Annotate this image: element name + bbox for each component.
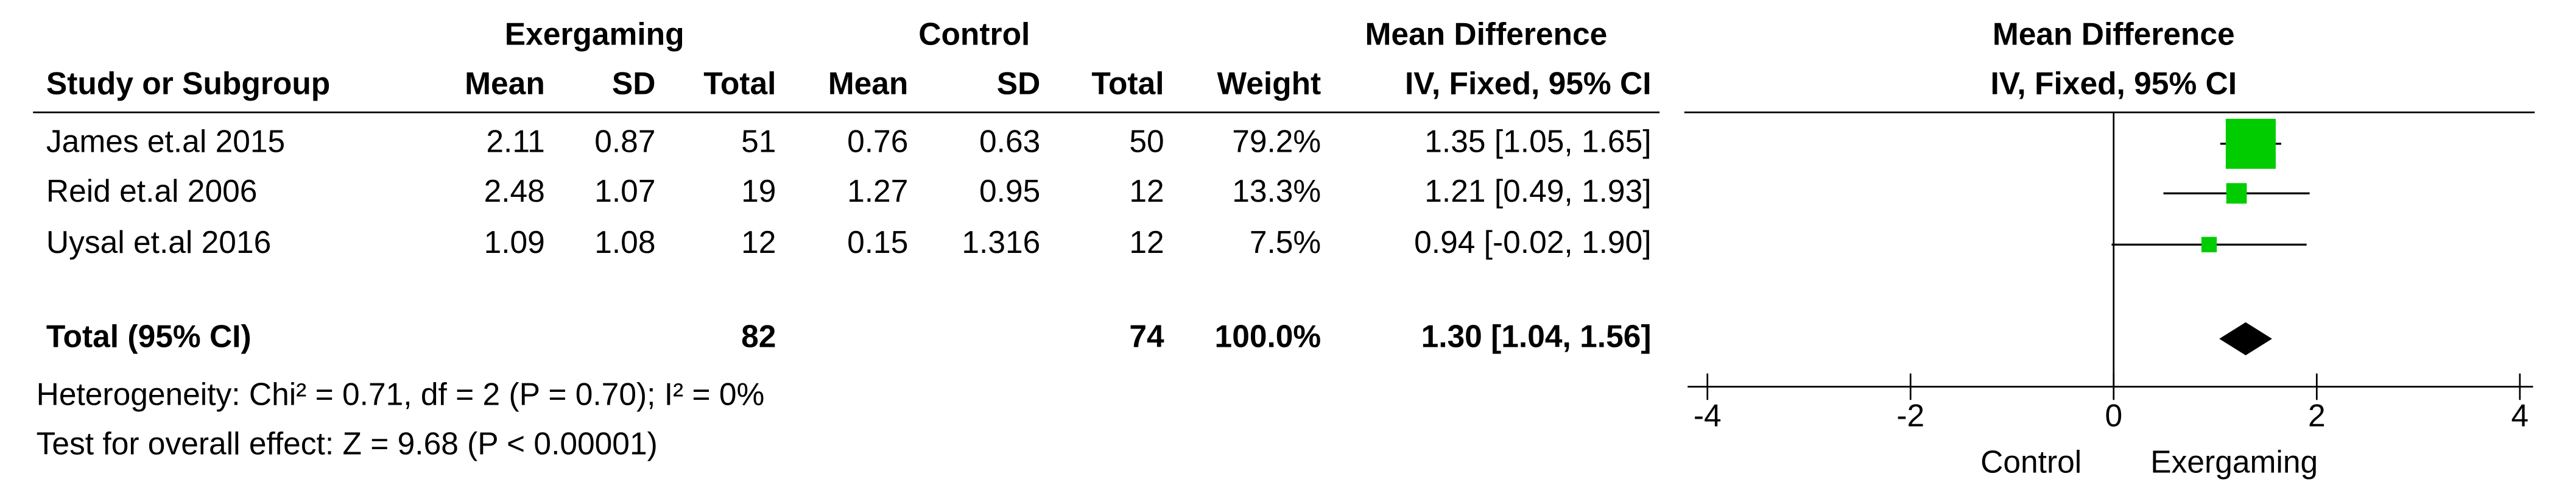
group-header: Mean Difference (1993, 16, 2235, 51)
cell: 12 (741, 224, 776, 260)
cell: 12 (1129, 173, 1164, 208)
cell: 2.11 (486, 124, 544, 159)
column-header: IV, Fixed, 95% CI (1405, 66, 1652, 101)
study-name: James et.al 2015 (46, 124, 285, 159)
cell: 0.87 (594, 124, 655, 159)
x-tick-label: -4 (1694, 398, 1722, 433)
column-header: Mean (828, 66, 909, 101)
cell: 0.94 [-0.02, 1.90] (1414, 224, 1651, 260)
cell: 79.2% (1232, 124, 1321, 159)
cell: 50 (1129, 124, 1164, 159)
study-square (2201, 236, 2217, 252)
cell: 1.27 (847, 173, 908, 208)
x-tick-label: 4 (2511, 398, 2528, 433)
overall-effect: Test for overall effect: Z = 9.68 (P < 0… (37, 426, 658, 461)
heterogeneity: Heterogeneity: Chi² = 0.71, df = 2 (P = … (37, 376, 765, 411)
total-cell: 100.0% (1215, 318, 1321, 353)
cell: 0.63 (979, 124, 1040, 159)
study-square (2226, 183, 2247, 204)
total-cell: 74 (1129, 318, 1164, 353)
total-name: Total (95% CI) (46, 318, 252, 353)
study-name: Uysal et.al 2016 (46, 224, 271, 260)
cell: 12 (1129, 224, 1164, 260)
column-header: SD (997, 66, 1041, 101)
column-header: Study or Subgroup (46, 66, 330, 101)
column-header: IV, Fixed, 95% CI (1990, 66, 2237, 101)
total-cell: 82 (741, 318, 776, 353)
column-header: SD (612, 66, 656, 101)
cell: 0.76 (847, 124, 908, 159)
axis-label: Control (1980, 444, 2082, 480)
cell: 0.15 (847, 224, 908, 260)
column-header: Total (1091, 66, 1164, 101)
total-diamond (2219, 322, 2272, 355)
study-square (2225, 118, 2276, 169)
x-tick-label: 2 (2308, 398, 2326, 433)
total-cell: 1.30 [1.04, 1.56] (1421, 318, 1652, 353)
x-tick-label: 0 (2105, 398, 2122, 433)
axis-label: Exergaming (2150, 444, 2318, 480)
cell: 1.21 [0.49, 1.93] (1424, 173, 1651, 208)
cell: 19 (741, 173, 776, 208)
cell: 1.07 (594, 173, 655, 208)
column-header: Total (703, 66, 776, 101)
cell: 2.48 (484, 173, 545, 208)
column-header: Mean (465, 66, 545, 101)
cell: 1.316 (962, 224, 1040, 260)
cell: 13.3% (1232, 173, 1321, 208)
group-header: Mean Difference (1365, 16, 1607, 51)
group-header: Control (918, 16, 1030, 51)
cell: 51 (741, 124, 776, 159)
cell: 1.35 [1.05, 1.65] (1424, 124, 1651, 159)
x-tick-label: -2 (1896, 398, 1924, 433)
cell: 0.95 (979, 173, 1040, 208)
study-name: Reid et.al 2006 (46, 173, 257, 208)
group-header: Exergaming (505, 16, 684, 51)
cell: 1.09 (484, 224, 545, 260)
cell: 1.08 (594, 224, 655, 260)
cell: 7.5% (1250, 224, 1321, 260)
column-header: Weight (1217, 66, 1321, 101)
